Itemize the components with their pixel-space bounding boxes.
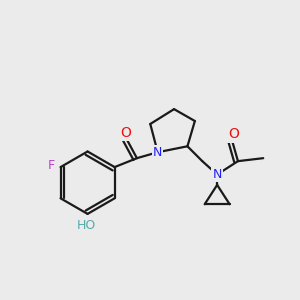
- Text: O: O: [228, 128, 239, 141]
- Text: F: F: [48, 159, 55, 172]
- Text: N: N: [153, 146, 162, 159]
- Text: HO: HO: [76, 219, 96, 232]
- Text: N: N: [212, 168, 222, 181]
- Text: O: O: [121, 126, 131, 140]
